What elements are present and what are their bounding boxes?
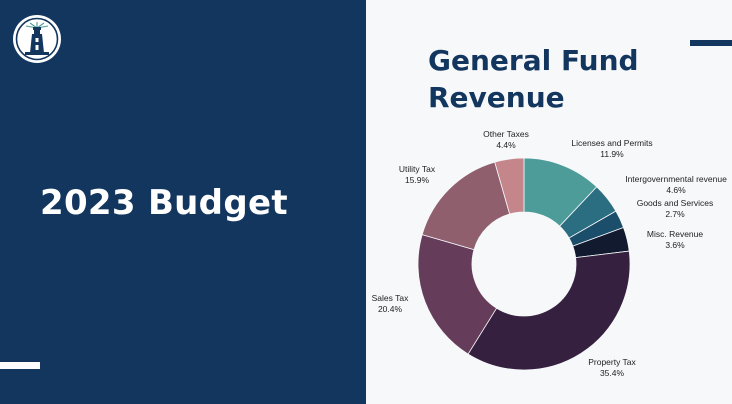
- slice-label-name: Utility Tax: [399, 164, 436, 174]
- accent-bar: [690, 40, 732, 46]
- slice-label-value: 11.9%: [600, 149, 624, 159]
- slice-label-name: Goods and Services: [637, 198, 714, 208]
- slice-label-name: Licenses and Permits: [571, 138, 652, 148]
- slide-heading: 2023 Budget: [40, 183, 288, 223]
- lighthouse-seal-icon: [13, 15, 61, 63]
- slice-other-taxes: [494, 157, 525, 215]
- decorative-bar: [0, 362, 40, 369]
- left-panel: 2023 Budget: [0, 0, 366, 404]
- chart-title-line-2: Revenue: [428, 81, 565, 114]
- slice-label-name: Sales Tax: [372, 293, 409, 303]
- slice-utility-tax: [421, 161, 511, 251]
- slice-sales-tax: [417, 234, 498, 355]
- slice-label-value: 4.6%: [666, 185, 686, 195]
- slice-label-value: 20.4%: [378, 304, 403, 314]
- slice-label-name: Other Taxes: [483, 129, 529, 139]
- chart-title: General Fund Revenue: [428, 42, 639, 116]
- slice-label-value: 15.9%: [405, 175, 430, 185]
- slice-label-value: 35.4%: [600, 368, 625, 378]
- slice-label-name: Intergovernmental revenue: [625, 174, 727, 184]
- slice-property-tax: [467, 250, 631, 371]
- slice-label-value: 2.7%: [665, 209, 685, 219]
- slice-label-name: Misc. Revenue: [647, 229, 703, 239]
- slice-label-value: 3.6%: [665, 240, 685, 250]
- slice-label-name: Property Tax: [588, 357, 636, 367]
- chart-title-line-1: General Fund: [428, 44, 639, 77]
- slice-label-value: 4.4%: [496, 140, 516, 150]
